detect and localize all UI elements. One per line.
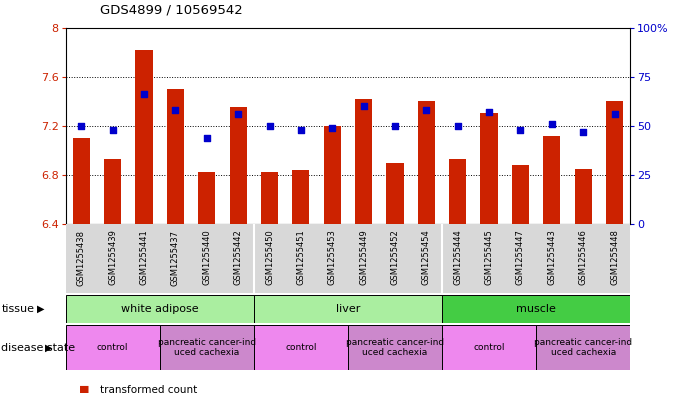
Bar [449,159,466,224]
Text: transformed count: transformed count [100,385,198,393]
Bar [254,295,442,323]
Text: GSM1255451: GSM1255451 [296,230,305,285]
Text: GSM1255443: GSM1255443 [547,230,556,285]
Text: pancreatic cancer-ind
uced cachexia: pancreatic cancer-ind uced cachexia [534,338,632,357]
Bar [135,50,153,224]
Text: GSM1255453: GSM1255453 [328,230,337,285]
Bar [480,114,498,224]
Text: disease state: disease state [1,343,75,353]
Text: tissue: tissue [1,304,35,314]
Text: GSM1255452: GSM1255452 [390,230,399,285]
Text: GSM1255450: GSM1255450 [265,230,274,285]
Bar [442,325,536,370]
Bar [355,99,372,224]
Bar [574,169,591,224]
Point [233,111,244,117]
Text: GSM1255439: GSM1255439 [108,230,117,285]
Point [201,134,212,141]
Bar [606,101,623,224]
Text: control: control [97,343,129,352]
Bar [160,325,254,370]
Point [327,125,338,131]
Text: GSM1255445: GSM1255445 [484,230,493,285]
Text: ▶: ▶ [45,343,53,353]
Text: GSM1255448: GSM1255448 [610,230,619,285]
Point [295,127,306,133]
Text: white adipose: white adipose [121,304,198,314]
Point [421,107,432,113]
Bar [261,173,278,224]
Text: ▶: ▶ [37,304,45,314]
Text: GSM1255449: GSM1255449 [359,230,368,285]
Bar [536,325,630,370]
Bar [442,295,630,323]
Text: GSM1255440: GSM1255440 [202,230,211,285]
Point [547,121,558,127]
Point [358,103,369,109]
Text: control: control [473,343,505,352]
Bar [323,126,341,224]
Text: GSM1255441: GSM1255441 [140,230,149,285]
Bar [386,163,404,224]
Text: GSM1255454: GSM1255454 [422,230,430,285]
Text: GSM1255447: GSM1255447 [516,230,525,285]
Text: muscle: muscle [516,304,556,314]
Text: GSM1255437: GSM1255437 [171,230,180,285]
Text: GSM1255446: GSM1255446 [578,230,587,285]
Bar [167,89,184,224]
Point [484,109,495,115]
Point [107,127,118,133]
Bar [417,101,435,224]
Text: GSM1255444: GSM1255444 [453,230,462,285]
Text: pancreatic cancer-ind
uced cachexia: pancreatic cancer-ind uced cachexia [346,338,444,357]
Point [578,129,589,135]
Bar [512,165,529,224]
Point [515,127,526,133]
Point [170,107,181,113]
Bar [66,325,160,370]
Text: ■: ■ [79,385,90,393]
Point [609,111,620,117]
Bar [229,107,247,224]
Text: GDS4899 / 10569542: GDS4899 / 10569542 [100,4,243,17]
Text: GSM1255438: GSM1255438 [77,230,86,285]
Text: control: control [285,343,316,352]
Point [138,91,149,97]
Bar [104,159,122,224]
Bar [198,173,216,224]
Point [452,123,463,129]
Bar [254,325,348,370]
Bar [73,138,90,224]
Bar [348,325,442,370]
Bar [543,136,560,224]
Text: pancreatic cancer-ind
uced cachexia: pancreatic cancer-ind uced cachexia [158,338,256,357]
Bar [292,170,310,224]
Point [264,123,275,129]
Point [390,123,401,129]
Text: liver: liver [336,304,360,314]
Bar [66,295,254,323]
Point [76,123,87,129]
Text: GSM1255442: GSM1255442 [234,230,243,285]
